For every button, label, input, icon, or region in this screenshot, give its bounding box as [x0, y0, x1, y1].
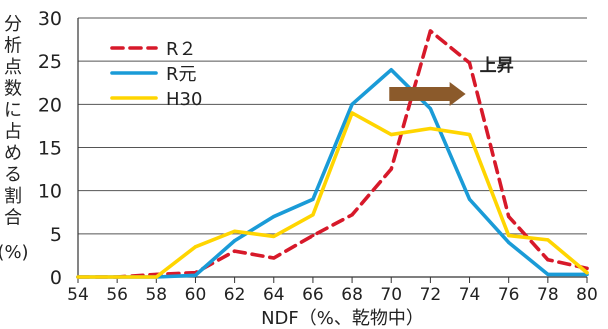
data-point-s0-72: [428, 29, 432, 33]
y-axis-title-char-6: め: [4, 143, 22, 164]
y-axis-title-char-9: 合: [4, 208, 22, 229]
y-axis-title-char-0: 分: [4, 14, 22, 35]
data-point-s1-78: [546, 272, 550, 277]
data-point-s2-56: [115, 275, 119, 279]
data-point-s2-58: [154, 275, 158, 279]
data-point-s2-54: [76, 275, 80, 279]
data-point-s2-74: [467, 132, 472, 137]
legend: R２ R元 H30: [110, 39, 202, 110]
data-point-s2-62: [233, 229, 237, 233]
y-tick-label-10: 10: [38, 181, 62, 203]
data-point-s0-68: [350, 213, 354, 217]
y-axis-title-unit: (%): [0, 242, 29, 263]
x-tick-label-80: 80: [576, 285, 598, 305]
grid-layer: [78, 17, 587, 278]
data-point-s0-74: [467, 61, 472, 65]
data-point-s1-72: [428, 107, 432, 111]
x-tick-label-70: 70: [380, 285, 402, 305]
y-axis-title-char-4: に: [4, 100, 22, 121]
data-point-s1-62: [233, 239, 237, 243]
x-tick-label-60: 60: [185, 285, 207, 305]
data-point-s2-70: [389, 132, 393, 137]
data-point-s1-60: [193, 273, 198, 277]
y-tick-label-25: 25: [38, 51, 62, 73]
x-tick-label-54: 54: [67, 285, 89, 305]
data-point-s1-76: [507, 240, 511, 245]
x-tick-label-58: 58: [145, 285, 167, 305]
legend-label-2: H30: [166, 89, 202, 110]
x-tick-label-62: 62: [224, 285, 246, 305]
y-tick-label-20: 20: [38, 94, 62, 116]
data-point-s1-66: [311, 197, 315, 201]
x-tick-label-64: 64: [263, 285, 285, 305]
data-point-s0-70: [389, 167, 393, 171]
series-layer: [76, 29, 589, 279]
data-point-s0-64: [272, 256, 276, 260]
x-tick-label-76: 76: [498, 285, 520, 305]
x-tick-label-72: 72: [420, 285, 442, 305]
legend-label-1: R元: [166, 64, 197, 85]
x-tick-label-68: 68: [341, 285, 363, 305]
x-tick-label-78: 78: [537, 285, 559, 305]
data-point-s2-76: [507, 233, 511, 238]
annotation-layer: 上昇: [389, 56, 514, 106]
data-point-s2-78: [546, 238, 550, 242]
axis-layer: 0 5 10 15 20 25 30 54 56 58 60 62 64 66 68 70 72 74 76 78 80: [38, 8, 598, 305]
arrow-icon: [389, 81, 466, 106]
annotation-label-0: 上昇: [480, 56, 514, 76]
y-axis-title-char-2: 点: [4, 57, 22, 78]
x-tick-label-56: 56: [106, 285, 128, 305]
y-tick-label-5: 5: [50, 224, 62, 246]
data-point-s2-64: [272, 234, 276, 239]
y-tick-label-0: 0: [50, 267, 62, 289]
y-axis-title-char-1: 析: [4, 36, 22, 57]
data-point-s1-74: [467, 197, 472, 201]
data-point-s1-68: [350, 102, 354, 106]
series-line-0: [76, 29, 589, 279]
series-line-1: [76, 68, 589, 279]
y-tick-label-15: 15: [38, 138, 62, 160]
data-point-s1-70: [389, 68, 393, 72]
x-axis-title: NDF（%、乾物中）: [261, 308, 424, 329]
data-point-s1-64: [272, 214, 276, 219]
data-point-s2-72: [428, 126, 432, 131]
data-point-s0-80: [585, 266, 589, 270]
data-point-s2-68: [350, 111, 354, 115]
data-point-s0-62: [233, 249, 237, 253]
series-line-2: [76, 111, 589, 279]
data-point-s2-60: [193, 245, 198, 249]
y-axis-title-char-5: 占: [4, 122, 22, 143]
y-axis-title-char-8: 割: [4, 186, 22, 207]
x-tick-label-74: 74: [459, 285, 481, 305]
y-axis-title-char-3: 数: [4, 79, 22, 100]
data-point-s0-66: [311, 233, 315, 238]
data-point-s2-80: [585, 271, 589, 275]
x-tick-label-66: 66: [302, 285, 324, 305]
data-point-s0-76: [507, 214, 511, 219]
data-point-s2-66: [311, 213, 315, 217]
y-axis-title-char-7: る: [4, 165, 22, 186]
legend-label-0: R２: [166, 39, 197, 60]
data-point-s0-78: [546, 258, 550, 262]
y-tick-label-30: 30: [38, 8, 62, 30]
